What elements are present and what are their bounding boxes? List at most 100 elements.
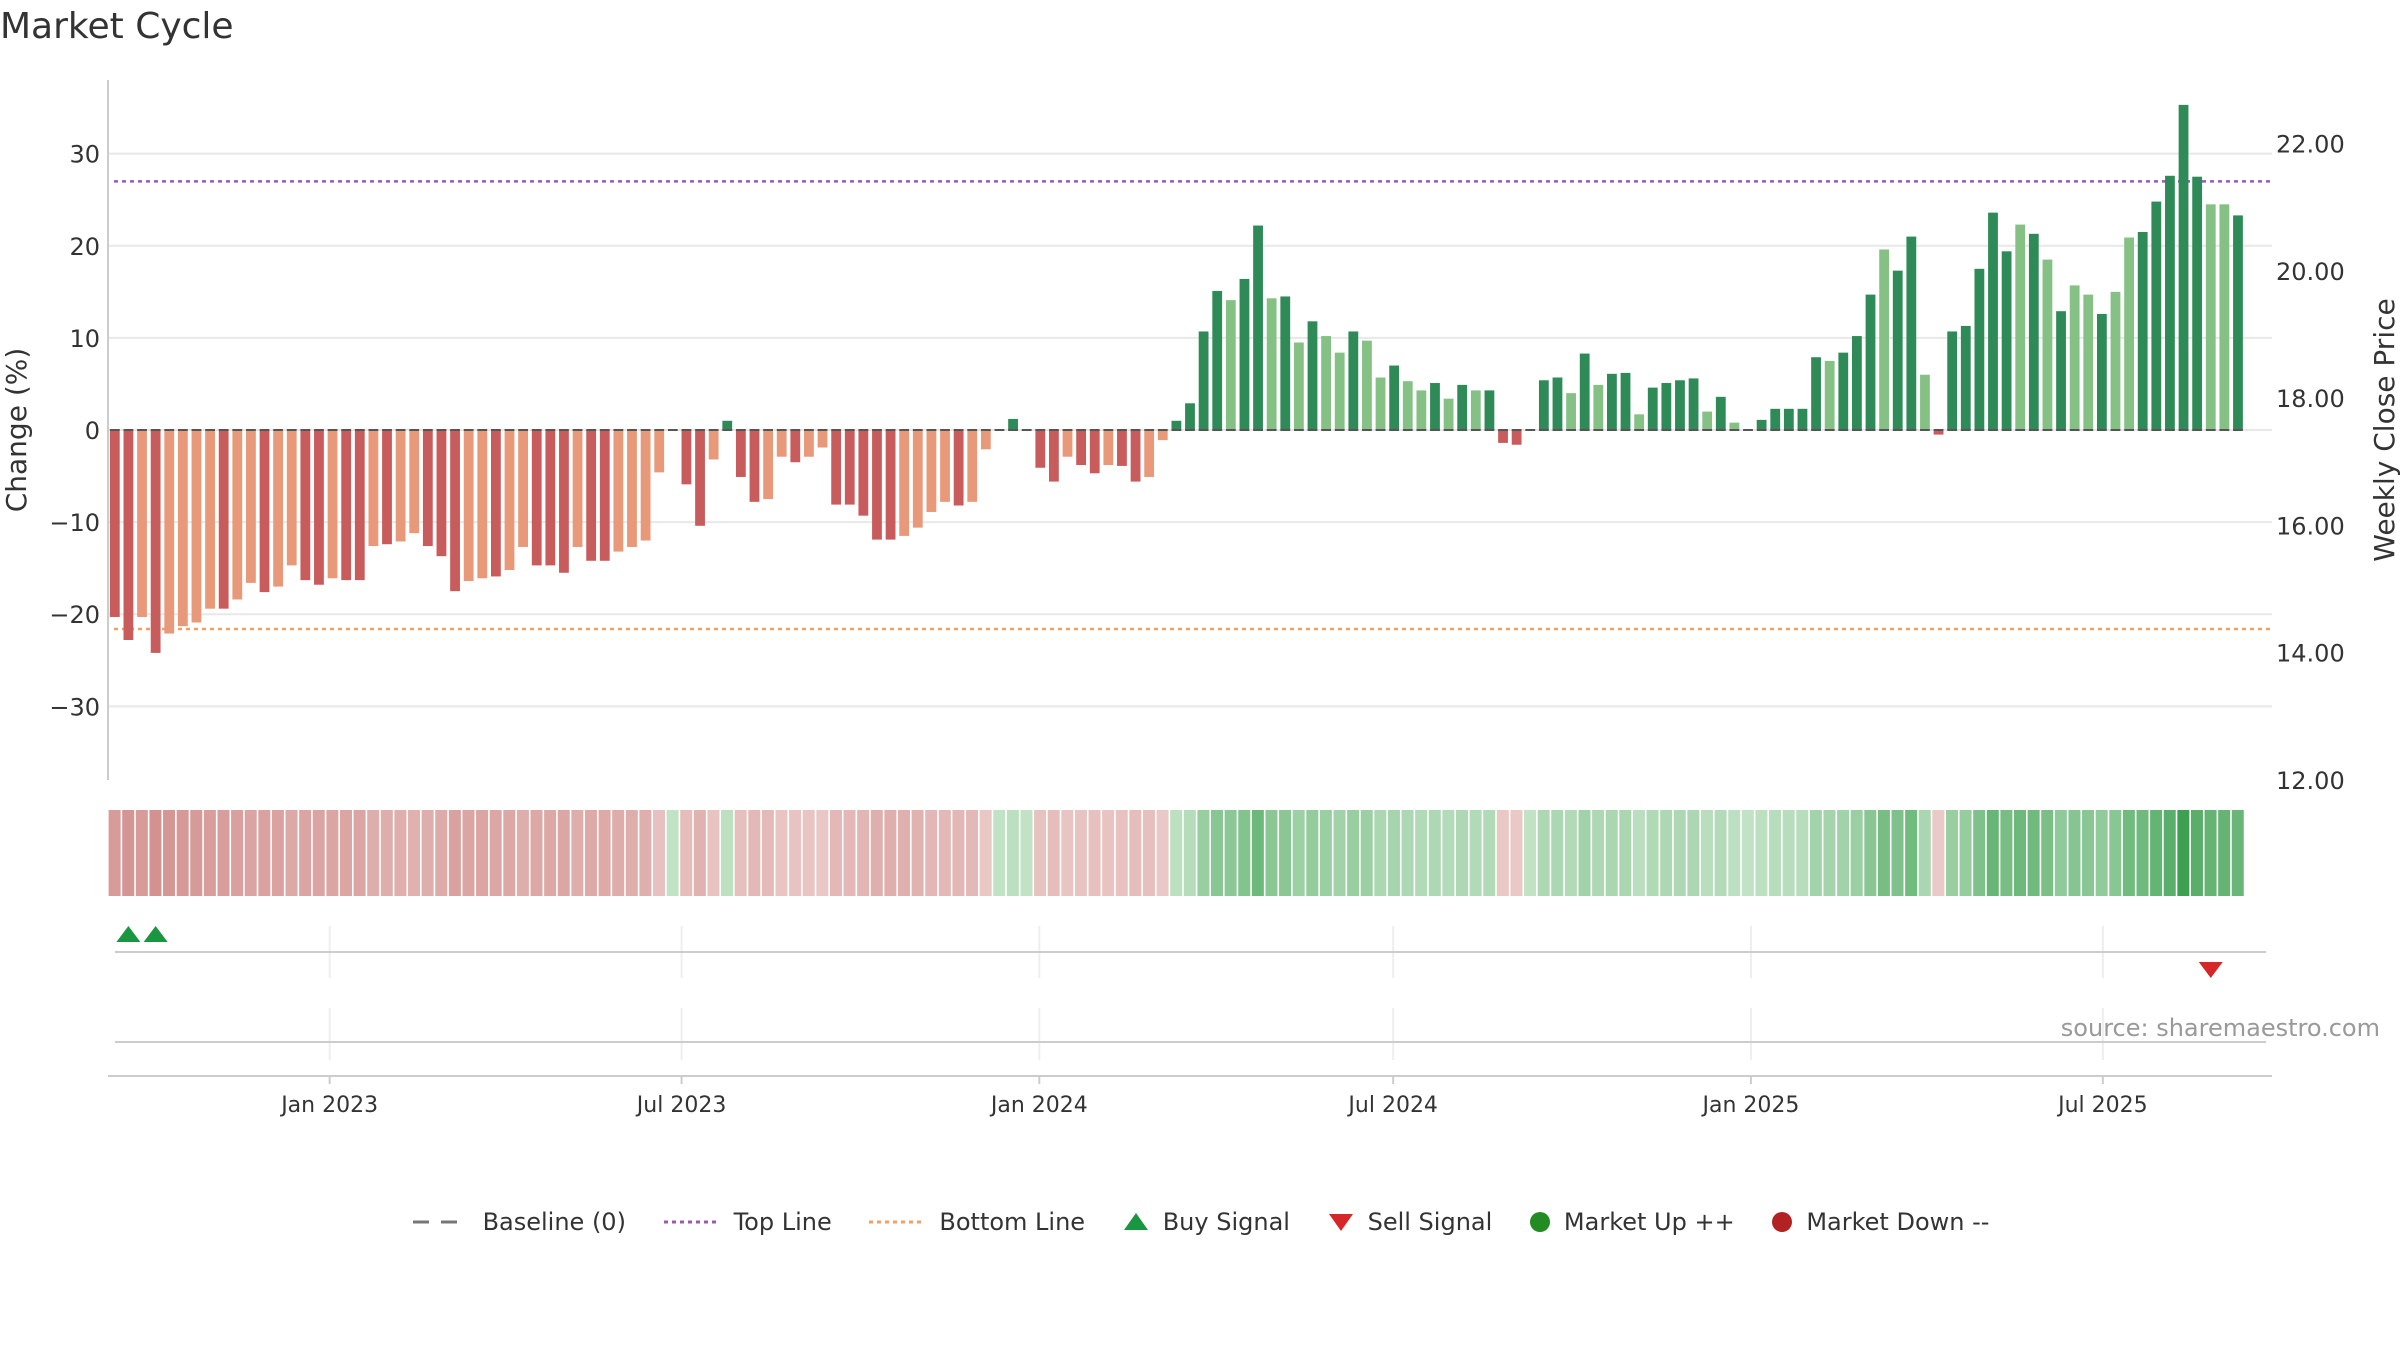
heat-cell [1646, 810, 1659, 896]
heat-cell [299, 810, 312, 896]
bar [1225, 300, 1236, 430]
bar [572, 430, 583, 547]
bar [831, 430, 842, 505]
heat-cell [721, 810, 734, 896]
heat-cell [1360, 810, 1373, 896]
heat-cell [1673, 810, 1686, 896]
bar [681, 430, 692, 485]
buy-signal [143, 926, 168, 942]
heat-cell [843, 810, 856, 896]
heat-cell [503, 810, 516, 896]
legend-item-market-down[interactable]: Market Down -- [1770, 1208, 1989, 1236]
bar [1430, 383, 1440, 430]
heat-cell [217, 810, 230, 896]
heat-cell [1197, 810, 1210, 896]
heat-cell [1238, 810, 1251, 896]
bar [450, 430, 460, 592]
heat-cell [612, 810, 625, 896]
heat-cell [1619, 810, 1632, 896]
bar [1171, 420, 1182, 430]
x-tick-label: Jan 2023 [279, 1093, 378, 1118]
heat-cell [2082, 810, 2095, 896]
heat-cell [2054, 810, 2067, 896]
heat-cell [1156, 810, 1169, 896]
heat-cell [1183, 810, 1196, 896]
bar [749, 430, 760, 502]
heat-cell [367, 810, 380, 896]
heat-cell [979, 810, 992, 896]
bar [1062, 430, 1073, 457]
bar [1443, 398, 1454, 430]
bar [1688, 378, 1699, 430]
bar [1117, 430, 1127, 466]
legend-item-top-line[interactable]: Top Line [662, 1208, 832, 1236]
bar [1185, 403, 1195, 430]
heat-cell [2190, 810, 2203, 896]
bar [1851, 336, 1862, 430]
heat-cell [2041, 810, 2054, 896]
bar [477, 430, 488, 579]
heat-cell [802, 810, 815, 896]
bar [2096, 313, 2107, 430]
heat-cell [748, 810, 761, 896]
bar [1157, 430, 1168, 441]
heat-cell [2027, 810, 2040, 896]
heat-cell [258, 810, 271, 896]
bar [722, 420, 733, 430]
heat-cell [1306, 810, 1319, 896]
bar [599, 430, 610, 561]
heat-cell [2204, 810, 2217, 896]
bar [586, 430, 597, 561]
bar [872, 430, 882, 540]
heat-cell [1769, 810, 1782, 896]
legend-label-top-line: Top Line [733, 1208, 832, 1236]
heat-cell [1632, 810, 1645, 896]
bar [2042, 259, 2053, 430]
heat-cell [2231, 810, 2244, 896]
heat-cell [1020, 810, 1033, 896]
heat-cell [2150, 810, 2163, 896]
bar [463, 430, 474, 582]
heat-cell [653, 810, 666, 896]
market-up-swatch [1529, 1212, 1550, 1232]
bar [490, 430, 501, 577]
bar [2056, 311, 2066, 430]
bar [559, 430, 569, 573]
bar [1552, 377, 1563, 430]
bar [1402, 381, 1413, 430]
legend-item-buy-signal[interactable]: Buy Signal [1121, 1208, 1290, 1236]
bar [1634, 414, 1645, 430]
heat-cell [1959, 810, 1972, 896]
legend-item-sell-signal[interactable]: Sell Signal [1326, 1208, 1492, 1236]
market-cycle-chart: 30 20 10 0 −10 −20 −30 22.00 20.00 18.00 16.00 14.0… [0, 80, 2400, 1118]
heat-cell [1755, 810, 1768, 896]
y2-tick-label: 18.00 [2276, 385, 2345, 413]
heat-cell [2218, 810, 2231, 896]
top-line-swatch [663, 1220, 720, 1224]
bar [545, 430, 556, 566]
legend-label-bottom-line: Bottom Line [939, 1208, 1086, 1236]
heat-cell [1415, 810, 1428, 896]
bar [1334, 352, 1345, 430]
bar [327, 430, 338, 579]
bar [735, 430, 746, 477]
heat-cell [761, 810, 774, 896]
bar [1579, 353, 1590, 430]
bar [2028, 233, 2039, 430]
heat-cell [707, 810, 720, 896]
y-tick-label: −10 [49, 509, 100, 537]
heat-cell [1115, 810, 1128, 896]
bar [1607, 373, 1617, 430]
heat-cell [1837, 810, 1850, 896]
heat-cell [1918, 810, 1931, 896]
bar [1906, 236, 1917, 430]
bar [531, 430, 542, 566]
legend-item-market-up[interactable]: Market Up ++ [1528, 1208, 1735, 1236]
heat-cell [190, 810, 203, 896]
legend-item-bottom-line[interactable]: Bottom Line [867, 1208, 1085, 1236]
legend-item-baseline[interactable]: Baseline (0) [411, 1208, 626, 1236]
bar [1675, 380, 1685, 430]
bar [1008, 418, 1018, 430]
bars-layer [109, 104, 2243, 653]
bar [1375, 377, 1386, 430]
